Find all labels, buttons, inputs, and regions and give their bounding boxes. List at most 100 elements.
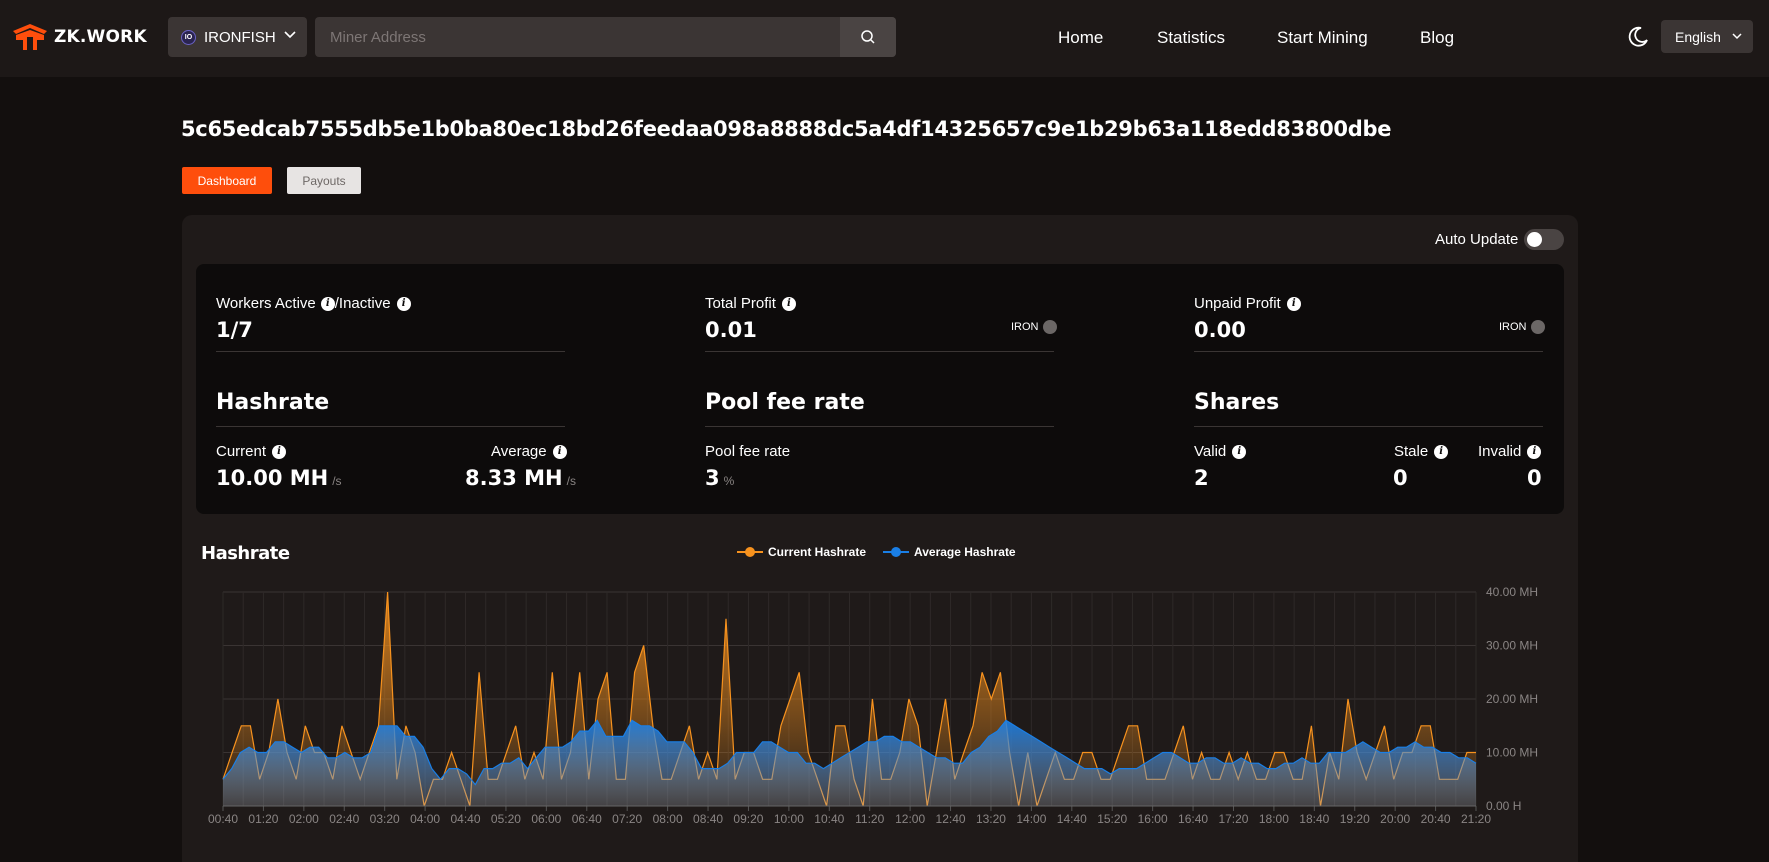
info-icon[interactable]: i: [781, 297, 796, 311]
chart-title: Hashrate: [201, 543, 290, 564]
x-tick-label: 18:40: [1299, 812, 1329, 826]
info-icon[interactable]: i: [552, 445, 567, 459]
info-icon[interactable]: i: [1527, 445, 1542, 459]
divider: [216, 426, 565, 427]
stale-shares-label: Stale i: [1394, 443, 1449, 460]
invalid-label-text: Invalid: [1478, 443, 1522, 460]
x-tick-label: 17:20: [1218, 812, 1248, 826]
info-icon[interactable]: i: [272, 445, 287, 459]
auto-update-label: Auto Update: [1435, 231, 1519, 248]
x-tick-label: 14:00: [1016, 812, 1046, 826]
x-tick-label: 02:00: [289, 812, 319, 826]
current-value-text: 10.00 MH: [216, 466, 329, 490]
x-tick-label: 15:20: [1097, 812, 1127, 826]
current-hashrate-label: Current i: [216, 443, 287, 460]
y-tick-label: 40.00 MH: [1486, 585, 1538, 599]
x-tick-label: 09:20: [733, 812, 763, 826]
info-icon[interactable]: i: [1434, 445, 1449, 459]
zkwork-logo-icon: [13, 24, 47, 50]
valid-shares-label: Valid i: [1194, 443, 1247, 460]
valid-shares-value: 2: [1194, 466, 1209, 490]
miner-search: [315, 17, 896, 57]
x-tick-label: 03:20: [370, 812, 400, 826]
average-hashrate-series-line: [222, 719, 1477, 786]
currency-label: IRON: [1499, 321, 1527, 333]
total-profit-label: Total Profit i: [705, 295, 796, 312]
language-select[interactable]: English: [1661, 20, 1753, 53]
nav-home[interactable]: Home: [1058, 28, 1104, 47]
x-tick-label: 08:00: [653, 812, 683, 826]
info-icon[interactable]: i: [320, 297, 335, 311]
currency-label: IRON: [1011, 321, 1039, 333]
average-label-text: Average: [491, 443, 547, 460]
search-button[interactable]: [840, 17, 896, 57]
average-hashrate-label: Average i: [491, 443, 567, 460]
iron-coin-icon: [1042, 320, 1057, 334]
x-tick-label: 20:40: [1421, 812, 1451, 826]
brand-logo[interactable]: ZK.WORK: [11, 22, 147, 52]
chevron-down-icon: [1732, 33, 1742, 40]
divider: [705, 426, 1054, 427]
shares-section-title: Shares: [1194, 390, 1280, 415]
average-hashrate-series-area: [223, 720, 1476, 806]
x-tick-label: 10:00: [774, 812, 804, 826]
x-tick-label: 21:20: [1461, 812, 1491, 826]
nav-blog[interactable]: Blog: [1420, 28, 1455, 47]
total-profit-value: 0.01: [705, 318, 757, 342]
divider: [705, 351, 1054, 352]
search-icon: [861, 30, 875, 44]
pool-fee-section-title: Pool fee rate: [705, 390, 865, 415]
x-tick-label: 13:20: [976, 812, 1006, 826]
legend-current-hashrate[interactable]: Current Hashrate: [737, 545, 866, 559]
x-tick-label: 04:40: [451, 812, 481, 826]
auto-update-toggle[interactable]: [1524, 229, 1564, 250]
workers-inactive-label: /Inactive: [334, 295, 391, 312]
legend-average-label: Average Hashrate: [914, 545, 1016, 559]
current-hashrate-value: 10.00 MH/s: [216, 466, 342, 490]
iron-coin-icon: [1530, 320, 1545, 334]
legend-current-label: Current Hashrate: [768, 545, 867, 559]
x-tick-label: 20:00: [1380, 812, 1410, 826]
x-tick-label: 00:40: [208, 812, 238, 826]
workers-active-label: Workers Active: [216, 295, 316, 312]
current-label-text: Current: [216, 443, 267, 460]
x-tick-label: 06:40: [572, 812, 602, 826]
x-tick-label: 19:20: [1340, 812, 1370, 826]
stale-shares-value: 0: [1393, 466, 1408, 490]
pool-fee-unit: %: [723, 474, 735, 488]
y-tick-label: 20.00 MH: [1486, 692, 1538, 706]
x-tick-label: 07:20: [612, 812, 642, 826]
info-icon[interactable]: i: [1232, 445, 1247, 459]
y-tick-label: 10.00 MH: [1486, 746, 1538, 760]
chevron-down-icon: [284, 31, 296, 39]
unpaid-profit-label-text: Unpaid Profit: [1194, 295, 1281, 312]
pool-fee-value: 3%: [705, 466, 734, 490]
x-tick-label: 14:40: [1057, 812, 1087, 826]
tab-dashboard[interactable]: Dashboard: [182, 167, 272, 194]
search-input[interactable]: [315, 17, 840, 57]
legend-average-hashrate[interactable]: Average Hashrate: [883, 545, 1016, 559]
x-tick-label: 12:00: [895, 812, 925, 826]
x-tick-label: 02:40: [329, 812, 359, 826]
average-hashrate-value: 8.33 MH/s: [465, 466, 576, 490]
stats-card: [196, 264, 1564, 514]
hashrate-chart: 0.00 H 10.00 MH 20.00 MH 30.00 MH 40.00 MH 00…: [208, 585, 1538, 826]
x-tick-label: 01:20: [248, 812, 278, 826]
x-tick-label: 05:20: [491, 812, 521, 826]
divider: [1194, 426, 1543, 427]
moon-icon[interactable]: [1627, 26, 1649, 48]
x-tick-label: 04:00: [410, 812, 440, 826]
info-icon[interactable]: i: [396, 297, 411, 311]
unpaid-profit-value: 0.00: [1194, 318, 1246, 342]
x-tick-label: 18:00: [1259, 812, 1289, 826]
divider: [216, 351, 565, 352]
x-tick-label: 11:20: [855, 812, 884, 826]
nav-statistics[interactable]: Statistics: [1157, 28, 1226, 47]
nav-start-mining[interactable]: Start Mining: [1277, 28, 1368, 47]
ironfish-coin-icon: IO: [181, 29, 196, 45]
tab-payouts[interactable]: Payouts: [287, 167, 361, 194]
info-icon[interactable]: i: [1286, 297, 1301, 311]
coin-select-value: IRONFISH: [204, 28, 276, 46]
unpaid-profit-currency: IRON: [1499, 320, 1545, 334]
coin-select[interactable]: IO IRONFISH: [168, 17, 307, 57]
